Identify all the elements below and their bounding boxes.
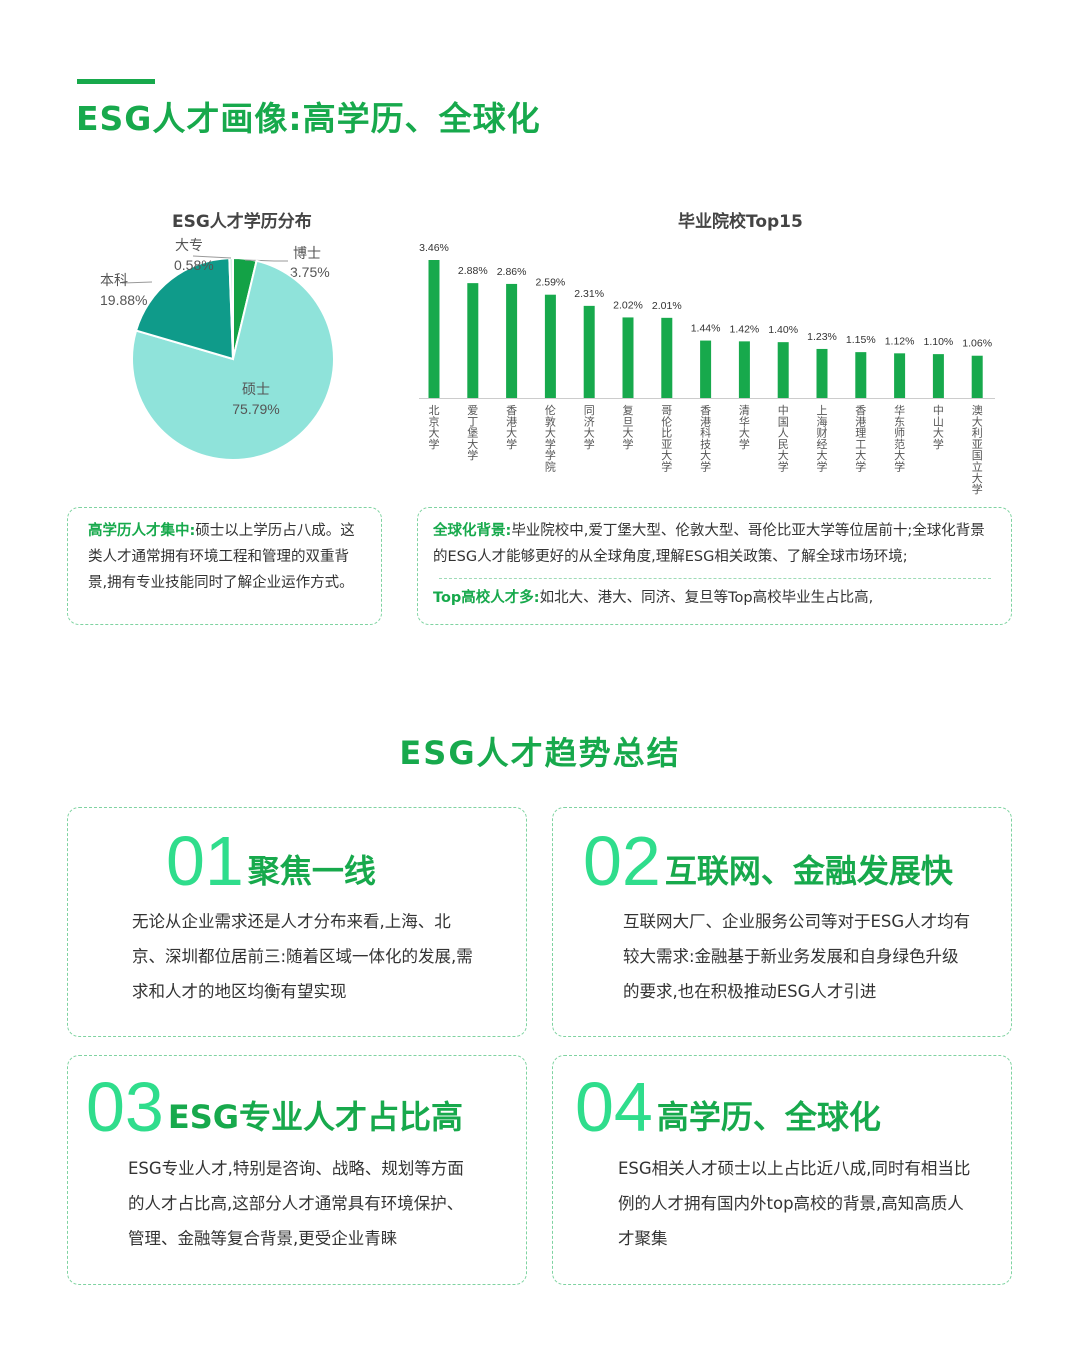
trend-card-1: 01 聚焦一线 无论从企业需求还是人才分布来看,上海、北京、深圳都位居前三:随着… (67, 807, 527, 1037)
bar-value-label-1: 2.88% (458, 265, 488, 277)
note-global-body: 毕业院校中,爱丁堡大型、伦敦大型、哥伦比亚大学等位居前十;全球化背景的ESG人才… (433, 523, 985, 565)
bar-value-label-14: 1.06% (962, 338, 992, 350)
bar-value-label-7: 1.44% (691, 323, 721, 335)
bar-3 (544, 294, 556, 398)
trend-card-4-title: 高学历、全球化 (656, 1098, 881, 1136)
trends-title: ESG人才趋势总结 (399, 734, 681, 772)
bar-value-label-3: 2.59% (536, 277, 566, 289)
bar-value-label-13: 1.10% (924, 336, 954, 348)
pie-label-2: 本科 (100, 273, 128, 289)
note-box-education: 高学历人才集中:硕士以上学历占八成。这类人才通常拥有环境工程和管理的双重背景,拥… (67, 507, 382, 625)
bar-7 (700, 340, 712, 398)
bar-value-label-11: 1.15% (846, 334, 876, 346)
bar-category-label-3: 伦敦大学学院 (545, 403, 556, 474)
trend-card-3-title: ESG专业人才占比高 (167, 1098, 464, 1136)
bar-category-label-6: 哥伦比亚大学 (661, 404, 672, 474)
note-education-highlight: 高学历人才集中: (88, 523, 196, 539)
trend-card-2-title: 互联网、金融发展快 (664, 852, 953, 890)
bar-13 (932, 354, 944, 398)
bar-10 (816, 348, 828, 398)
pie-chart-title: ESG人才学历分布 (172, 212, 312, 232)
trend-card-2-number: 02 (583, 822, 661, 900)
bar-value-label-10: 1.23% (807, 331, 837, 343)
bar-0 (428, 260, 440, 398)
bar-chart-title: 毕业院校Top15 (678, 212, 803, 232)
bar-category-label-2: 香港大学 (506, 404, 517, 451)
bar-category-label-0: 北京大学 (429, 404, 440, 451)
bar-category-label-7: 香港科技大学 (700, 404, 711, 474)
pie-value-1: 75.79% (232, 401, 279, 417)
trend-card-3-heading: 03 ESG专业人才占比高 (86, 1072, 463, 1142)
bar-category-label-4: 同济大学 (584, 404, 595, 451)
bar-1 (467, 283, 479, 398)
bar-category-label-1: 爱丁堡大学 (467, 404, 478, 462)
bar-category-label-9: 中国人民大学 (778, 404, 789, 474)
bar-11 (855, 352, 867, 398)
bar-value-label-2: 2.86% (497, 266, 527, 278)
bar-value-label-12: 1.12% (885, 335, 915, 347)
bar-value-label-5: 2.02% (613, 299, 643, 311)
bar-2 (506, 283, 518, 398)
pie-label-1: 硕士 (242, 382, 270, 398)
note-global-highlight: 全球化背景: (433, 523, 512, 539)
trend-card-1-body: 无论从企业需求还是人才分布来看,上海、北京、深圳都位居前三:随着区域一体化的发展… (132, 912, 473, 1001)
note-box-global: 全球化背景:毕业院校中,爱丁堡大型、伦敦大型、哥伦比亚大学等位居前十;全球化背景… (417, 507, 1012, 625)
pie-leader-line-0 (244, 259, 288, 262)
bar-5 (622, 317, 634, 398)
bar-4 (583, 305, 595, 398)
note-education-text: 高学历人才集中:硕士以上学历占八成。这类人才通常拥有环境工程和管理的双重背景,拥… (88, 518, 365, 596)
bar-value-label-4: 2.31% (574, 288, 604, 300)
note-global-text: 全球化背景:毕业院校中,爱丁堡大型、伦敦大型、哥伦比亚大学等位居前十;全球化背景… (433, 518, 997, 570)
pie-label-3: 大专 (175, 238, 203, 254)
bar-6 (661, 317, 673, 398)
trend-card-1-number: 01 (166, 822, 244, 900)
education-pie-chart: 博士 3.75% 硕士 75.79% 本科 19.88% 大专 0.58% (100, 238, 335, 461)
trend-card-4-heading: 04 高学历、全球化 (575, 1072, 881, 1142)
trend-card-3: 03 ESG专业人才占比高 ESG专业人才,特别是咨询、战略、规划等方面的人才占… (67, 1055, 527, 1285)
bar-category-label-12: 华东师范大学 (894, 403, 905, 474)
title-accent-bar (77, 79, 155, 84)
note-divider (439, 578, 991, 579)
bar-value-label-0: 3.46% (419, 242, 449, 254)
bar-value-label-6: 2.01% (652, 300, 682, 312)
pie-label-0: 博士 (293, 245, 321, 262)
bar-value-label-8: 1.42% (730, 323, 760, 335)
pie-value-3: 0.58% (174, 257, 214, 273)
bar-category-label-13: 中山大学 (933, 404, 944, 451)
trend-card-4-number: 04 (575, 1068, 653, 1146)
pie-slice-1 (131, 259, 335, 461)
note-education-body: 硕士以上学历占八成。这类人才通常拥有环境工程和管理的双重背景,拥有专业技能同时了… (88, 523, 355, 591)
bar-category-label-5: 复旦大学 (623, 403, 634, 451)
trend-card-2-body: 互联网大厂、企业服务公司等对于ESG人才均有较大需求:金融基于新业务发展和自身绿… (623, 912, 971, 1001)
trend-card-1-heading: 01 聚焦一线 (166, 826, 376, 896)
bar-category-label-11: 香港理工大学 (855, 404, 866, 474)
note-top-highlight: Top高校人才多: (433, 590, 540, 606)
bar-12 (894, 353, 906, 398)
trend-card-2-heading: 02 互联网、金融发展快 (583, 826, 953, 896)
bar-8 (738, 341, 750, 398)
trend-card-3-number: 03 (86, 1068, 164, 1146)
pie-slice-2 (134, 257, 235, 361)
page-title: ESG人才画像:高学历、全球化 (76, 99, 541, 138)
pie-leader-line-3 (192, 255, 232, 259)
bar-category-label-14: 澳大利亚国立大学 (972, 404, 983, 496)
note-top-body: 如北大、港大、同济、复旦等Top高校毕业生占比高, (539, 590, 874, 606)
trend-card-3-body: ESG专业人才,特别是咨询、战略、规划等方面的人才占比高,这部分人才通常具有环境… (128, 1159, 464, 1248)
trend-card-4: 04 高学历、全球化 ESG相关人才硕士以上占比近八成,同时有相当比例的人才拥有… (552, 1055, 1012, 1285)
trend-card-1-title: 聚焦一线 (247, 852, 376, 890)
bar-9 (777, 342, 789, 398)
bar-14 (971, 355, 983, 398)
trend-card-4-body: ESG相关人才硕士以上占比近八成,同时有相当比例的人才拥有国内外top高校的背景… (618, 1159, 971, 1248)
trend-card-2: 02 互联网、金融发展快 互联网大厂、企业服务公司等对于ESG人才均有较大需求:… (552, 807, 1012, 1037)
note-top-text: Top高校人才多:如北大、港大、同济、复旦等Top高校毕业生占比高, (433, 585, 997, 611)
pie-value-2: 19.88% (100, 292, 147, 308)
bar-value-label-9: 1.40% (768, 324, 798, 336)
pie-value-0: 3.75% (290, 264, 330, 280)
bar-category-label-10: 上海财经大学 (817, 404, 828, 474)
university-bar-chart: 3.46% 北京大学 2.88% 爱丁堡大学 2.86% 香港大学 2.59% 伦敦大学学院 2… (419, 242, 995, 496)
bar-category-label-8: 清华大学 (739, 404, 750, 451)
pie-leader-line-2 (121, 281, 153, 284)
